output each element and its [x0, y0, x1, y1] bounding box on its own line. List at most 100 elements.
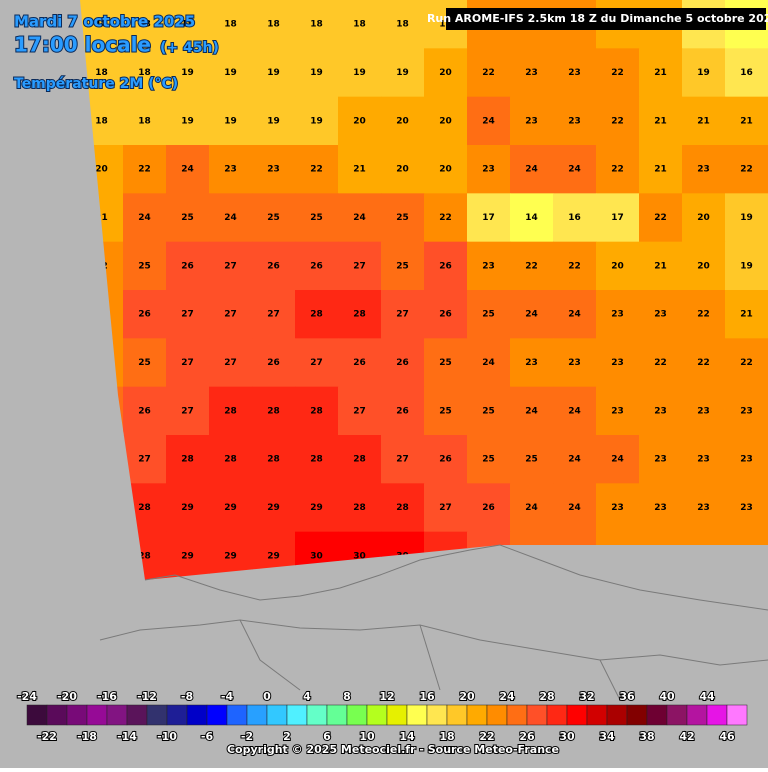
colorbar-label: -14: [117, 730, 137, 743]
temp-cell: [166, 386, 210, 436]
colorbar-label: 4: [303, 690, 311, 703]
temp-value: 29: [310, 503, 323, 513]
temp-value: 24: [181, 165, 194, 175]
temp-value: 27: [396, 455, 409, 465]
temp-cell: [424, 386, 468, 436]
temp-cell: [553, 435, 597, 484]
temp-cell: [725, 483, 768, 533]
temp-value: 23: [224, 165, 237, 175]
colorbar-label: 8: [343, 690, 351, 703]
temp-value: 18: [138, 20, 151, 30]
colorbar-label: 28: [539, 690, 554, 703]
temp-value: 22: [654, 358, 667, 368]
temp-cell: [123, 193, 167, 243]
temp-value: 17: [611, 213, 624, 223]
temp-value: 19: [310, 68, 323, 78]
temp-value: 29: [224, 551, 237, 561]
temp-value: 22: [525, 261, 538, 271]
colorbar-swatch: [66, 704, 88, 726]
temp-cell: [510, 435, 554, 484]
colorbar-swatch: [326, 704, 348, 726]
temp-cell: [424, 241, 468, 291]
colorbar-label: 32: [579, 690, 594, 703]
temp-cell: [553, 241, 597, 291]
temp-value: 20: [697, 261, 710, 271]
colorbar-label: -8: [181, 690, 193, 703]
temp-value: 20: [396, 116, 409, 126]
temp-cell: [338, 386, 382, 436]
date: Mardi 7 octobre 2025: [14, 13, 195, 31]
temp-value: 19: [740, 213, 753, 223]
temp-value: 29: [181, 503, 194, 513]
temp-value: 21: [654, 116, 667, 126]
colorbar-swatch: [146, 704, 168, 726]
temp-cell: [166, 435, 210, 484]
colorbar-swatch: [446, 704, 468, 726]
temp-cell: [166, 48, 210, 98]
temp-value: 27: [396, 310, 409, 320]
temp-value: 22: [697, 310, 710, 320]
temp-cell: [338, 290, 382, 339]
temp-value: 22: [697, 358, 710, 368]
temp-cell: [424, 145, 468, 194]
temp-cell: [639, 290, 683, 339]
temp-value: 28: [224, 406, 237, 416]
colorbar-label: -22: [37, 730, 57, 743]
temp-value: 26: [267, 358, 280, 368]
temp-cell: [682, 290, 726, 339]
temp-cell: [510, 386, 554, 436]
temp-value: 24: [568, 503, 581, 513]
temp-cell: [381, 145, 425, 194]
temp-cell: [381, 338, 425, 388]
temp-value: 24: [224, 213, 237, 223]
temp-cell: [553, 386, 597, 436]
copyright: Copyright © 2025 Meteociel.fr - Source M…: [227, 743, 559, 756]
temp-value: 29: [224, 503, 237, 513]
temp-value: 22: [740, 358, 753, 368]
temp-cell: [682, 386, 726, 436]
temp-value: 23: [482, 165, 495, 175]
temp-cell: [424, 483, 468, 533]
temp-cell: [725, 145, 768, 194]
temp-cell: [467, 193, 511, 243]
temp-value: 23: [697, 165, 710, 175]
temp-cell: [424, 290, 468, 339]
colorbar-swatch: [166, 704, 188, 726]
temp-cell: [252, 96, 296, 146]
temp-value: 24: [568, 310, 581, 320]
temp-value: 19: [439, 20, 452, 30]
colorbar-label: 36: [619, 690, 635, 703]
temp-cell: [553, 48, 597, 98]
field-name: Température 2M (°C): [14, 76, 178, 92]
temp-value: 19: [697, 68, 710, 78]
temp-cell: [166, 145, 210, 194]
temp-cell: [553, 483, 597, 533]
temp-cell: [725, 435, 768, 484]
colorbar-swatch: [226, 704, 248, 726]
colorbar-label: 12: [379, 690, 394, 703]
temp-cell: [338, 0, 382, 49]
temp-value: 27: [224, 358, 237, 368]
temp-value: 19: [310, 116, 323, 126]
temp-cell: [295, 338, 339, 388]
temp-value: 23: [740, 503, 753, 513]
colorbar-label: 30: [559, 730, 575, 743]
temp-cell: [209, 241, 253, 291]
temp-value: 19: [224, 116, 237, 126]
temp-cell: [123, 145, 167, 194]
temp-value: 27: [181, 310, 194, 320]
temp-cell: [80, 0, 124, 49]
temp-cell: [338, 241, 382, 291]
temp-value: 20: [611, 261, 624, 271]
colorbar-swatch: [186, 704, 208, 726]
temp-value: 23: [654, 310, 667, 320]
temp-cell: [295, 0, 339, 49]
colorbar-label: 20: [459, 690, 475, 703]
temp-value: 24: [482, 358, 495, 368]
temp-value: 18: [353, 20, 366, 30]
temp-value: 20: [353, 116, 366, 126]
temp-cell: [166, 193, 210, 243]
temp-value: 28: [353, 455, 366, 465]
temp-cell: [295, 435, 339, 484]
